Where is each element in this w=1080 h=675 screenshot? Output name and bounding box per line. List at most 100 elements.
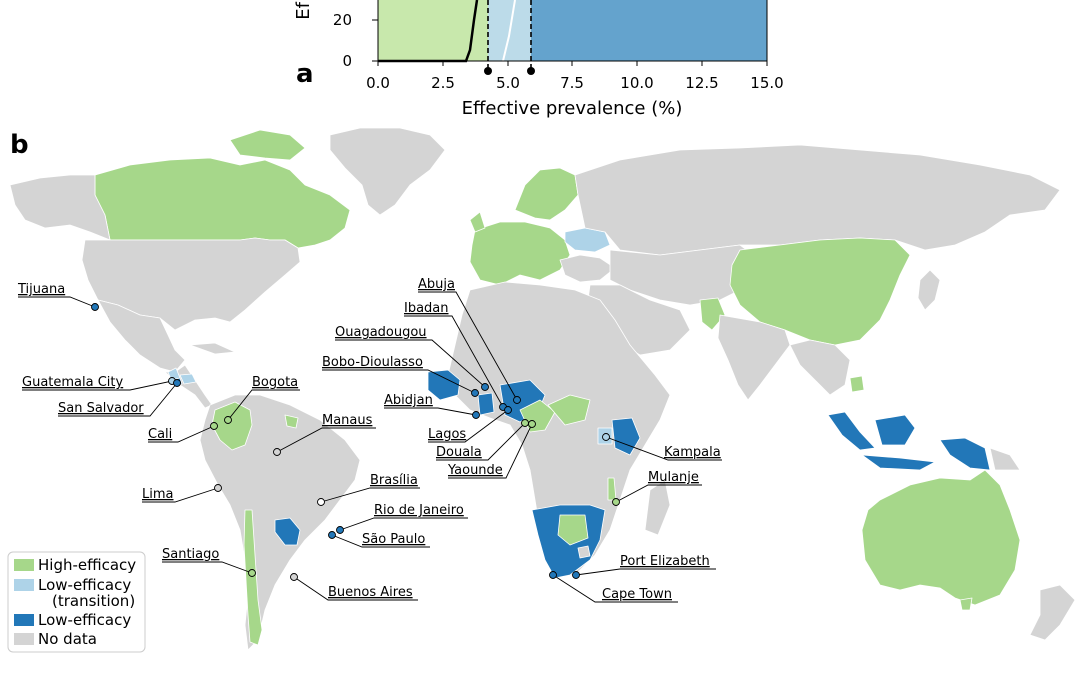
country-png [989,447,1021,471]
panel-label-a: a [296,59,314,89]
country-indonesia [827,411,876,451]
legend-swatch-transition [14,579,34,591]
country-indonesia-borneo [874,414,916,446]
country-india [717,314,791,401]
country-eastern-europe [559,254,616,283]
country-canada [94,157,351,249]
country-cuba [189,342,236,355]
city-label: San Salvador [58,401,144,416]
x-tick-label: 5.0 [496,74,520,92]
leader-line [276,427,376,453]
city-label: Ibadan [404,301,449,316]
country-russia [574,144,1061,256]
city-marker-sao-paulo [328,531,336,539]
legend-label: No data [38,630,97,648]
x-tick-label: 12.5 [685,74,718,92]
city-label: Brasília [370,473,418,488]
city-label: Santiago [162,547,219,562]
leader-line [293,576,418,601]
country-china [729,237,911,346]
city-marker-cape-town [549,571,557,579]
city-marker-bobo-dioulasso [471,389,479,397]
country-western-europe [469,221,571,286]
legend-swatch-high-efficacy [14,559,34,571]
city-label: Mulanje [648,470,699,485]
country-west-africa-blue [427,369,461,401]
country-arctic-islands [229,129,306,161]
leader-line [322,369,476,394]
city-marker-buenos-aires [290,573,298,581]
y-tick-label: 20 [333,11,352,29]
leader-line [436,422,526,461]
world-map [9,127,1076,651]
leader-line [227,389,300,421]
leader-line [418,291,518,401]
city-label: São Paulo [362,532,425,547]
country-kenya [611,417,641,456]
panel-a-plot: 0.0 2.5 5.0 7.5 10.0 12.5 15.0 0 20 Ef E… [293,0,784,119]
country-papua [939,437,991,471]
city-label: Kampala [664,445,721,460]
country-paraguay [274,517,301,546]
country-vietnam-area [849,375,865,393]
panel-label-b: b [10,130,29,160]
city-marker-lima [214,484,222,492]
leader-line [575,568,716,576]
leader-line [22,380,173,391]
leader-line [142,487,219,503]
threshold-marker-1 [484,67,492,75]
city-label: Port Elizabeth [620,554,710,569]
city-marker-abuja [513,396,521,404]
legend-swatch-no-data [14,633,34,645]
x-tick-label: 2.5 [431,74,455,92]
city-marker-abidjan [472,411,480,419]
city-marker-santiago [248,569,256,577]
legend-swatch-low-efficacy [14,614,34,626]
country-uk [469,211,486,233]
y-axis-label-partial: Ef [293,1,314,19]
country-central-africa-green [547,394,591,426]
leader-line [339,517,468,531]
leader-line [335,339,486,388]
country-new-zealand [1029,584,1076,641]
white-curve [502,0,516,62]
leader-line [162,561,253,574]
city-label: Manaus [322,413,373,428]
city-marker-manaus [273,448,281,456]
legend-label: High-efficacy [38,556,136,574]
leader-line [384,407,477,416]
city-label: Douala [436,445,482,460]
legend: High-efficacy Low-efficacy (transition) … [7,551,146,653]
leader-line [605,436,722,461]
leader-line [58,382,178,417]
country-tasmania [959,597,973,611]
legend-box [7,551,146,653]
leader-line [148,425,215,443]
city-marker-brasilia [317,498,325,506]
city-marker-bogota [224,416,232,424]
city-label: Ouagadougou [335,325,427,340]
city-label: Buenos Aires [328,585,413,600]
city-label: Abuja [418,277,455,292]
x-tick-label: 0.0 [366,74,390,92]
country-chile [243,509,263,646]
city-marker-cali [210,422,218,430]
city-label: Bobo-Dioulasso [322,355,423,370]
country-alaska [9,174,111,241]
country-scandinavia [514,167,579,221]
country-guyana [284,414,299,429]
country-japan [917,269,941,311]
x-tick-label: 15.0 [750,74,783,92]
city-label: Guatemala City [22,375,124,390]
country-pakistan [699,297,726,331]
country-mexico [97,299,186,373]
region-low-efficacy [531,0,767,61]
legend-label: Low-efficacy [38,611,131,629]
leader-line [18,296,96,308]
country-greenland [329,127,446,216]
city-marker-lagos [504,406,512,414]
legend-label: Low-efficacy [38,576,131,594]
city-label: Yaounde [447,463,503,478]
city-label: Abidjan [384,393,433,408]
